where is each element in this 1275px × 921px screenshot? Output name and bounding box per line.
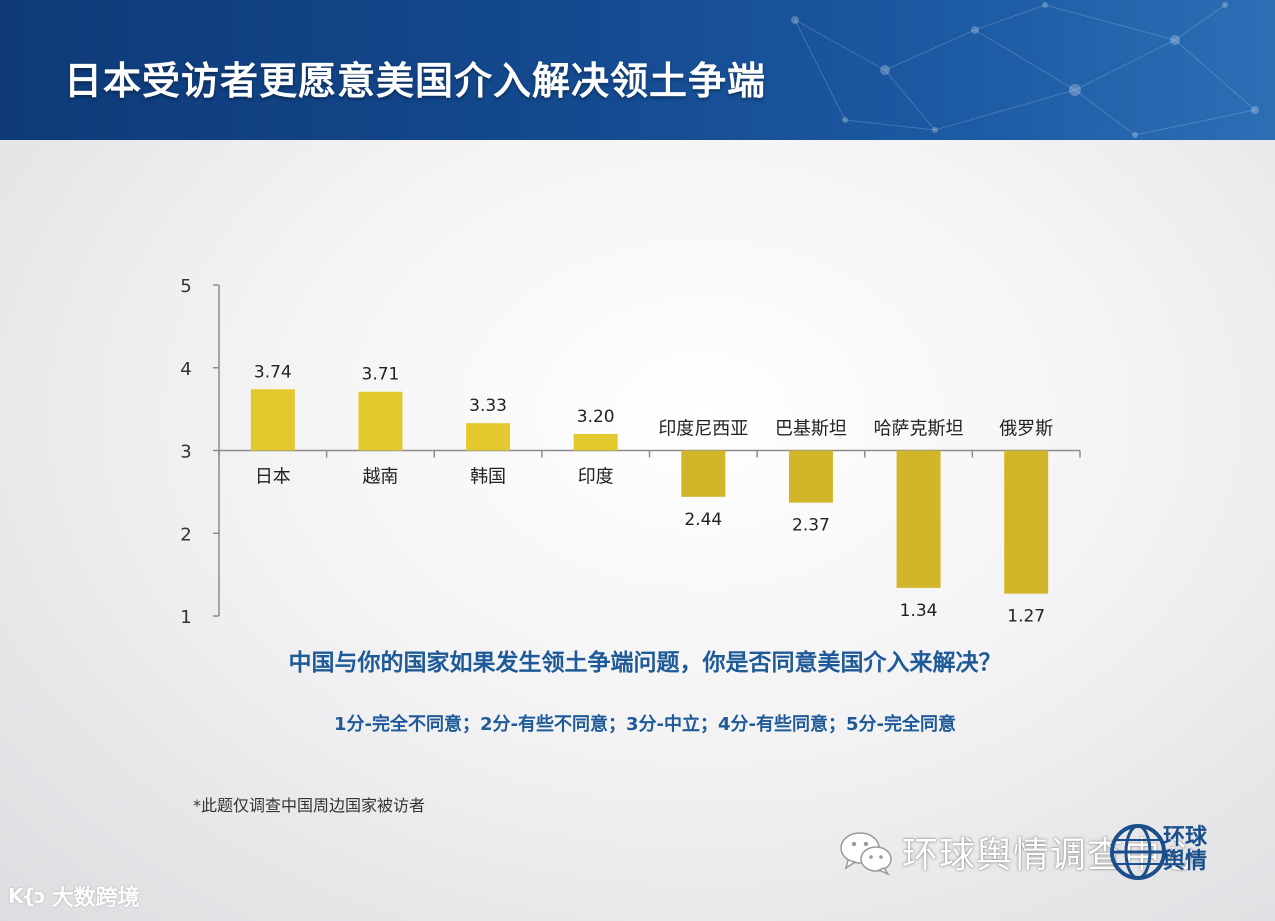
network-decoration [791, 2, 1259, 138]
data-label: 2.44 [684, 510, 722, 530]
bar [896, 450, 941, 588]
y-tick-label: 1 [180, 607, 191, 628]
bar [250, 389, 295, 451]
footnote: *此题仅调查中国周边国家被访者 [193, 796, 426, 815]
watermark-left: K{ɔ 大数跨境 [8, 880, 140, 912]
data-label: 2.37 [792, 516, 830, 536]
globe-icon [1110, 824, 1166, 880]
category-label: 印度 [578, 467, 614, 488]
watermark-logo: K{ɔ [8, 884, 46, 908]
bar [573, 433, 618, 451]
category-label: 巴基斯坦 [775, 419, 847, 440]
category-label: 越南 [362, 467, 398, 488]
y-tick-label: 2 [180, 524, 191, 545]
brand-logo-text: 环球舆情 [1162, 825, 1207, 874]
data-label: 3.71 [362, 365, 400, 385]
category-label: 俄罗斯 [999, 419, 1053, 440]
category-label: 哈萨克斯坦 [874, 419, 964, 440]
y-tick-label: 4 [180, 359, 191, 380]
bar [358, 391, 403, 451]
category-label: 日本 [255, 467, 291, 488]
category-label: 印度尼西亚 [658, 419, 748, 440]
bar [466, 423, 511, 451]
survey-question: 中国与你的国家如果发生领土争端问题，你是否同意美国介入来解决？ [288, 650, 1002, 676]
scale-legend: 1分-完全不同意；2分-有些不同意；3分-中立；4分-有些同意；5分-完全同意 [334, 714, 956, 735]
page-title: 日本受访者更愿意美国介入解决领土争端 [64, 59, 767, 103]
bar [788, 450, 833, 503]
y-tick-label: 3 [180, 442, 191, 463]
data-label: 3.20 [577, 407, 615, 427]
y-tick-label: 5 [180, 276, 191, 297]
wechat-icon [840, 832, 892, 876]
bar [681, 450, 726, 497]
data-label: 3.33 [469, 396, 507, 416]
data-label: 1.34 [900, 601, 938, 621]
data-label: 3.74 [254, 362, 292, 382]
data-label: 1.27 [1007, 607, 1045, 627]
category-label: 韩国 [470, 467, 506, 488]
bar [1004, 450, 1049, 594]
watermark-left-text: 大数跨境 [51, 886, 140, 911]
header-banner: 日本受访者更愿意美国介入解决领土争端 [0, 0, 1275, 140]
